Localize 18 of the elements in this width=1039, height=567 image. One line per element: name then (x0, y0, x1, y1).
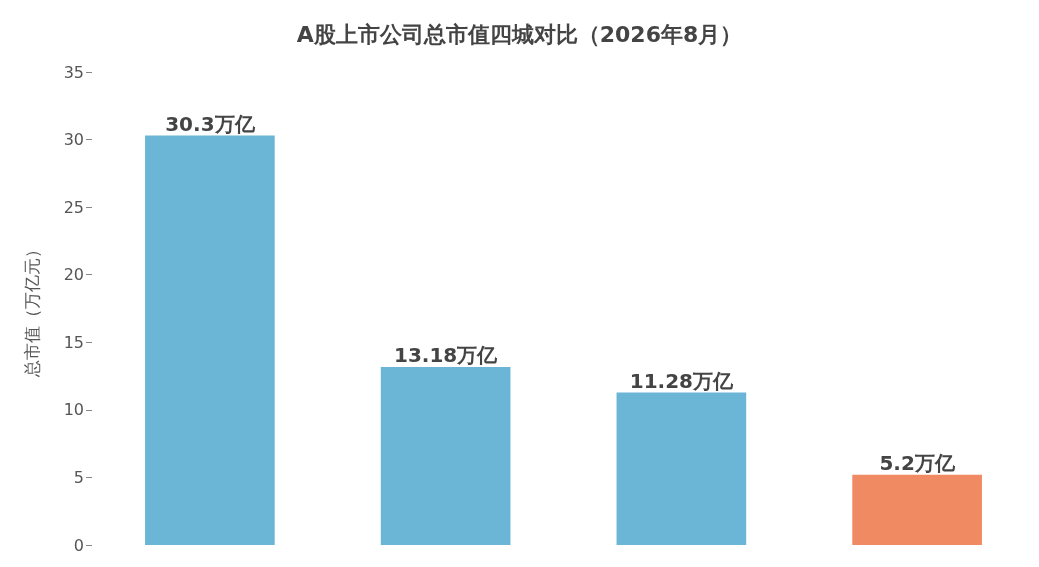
y-tick-label: 35 (63, 62, 84, 82)
y-tick-label: 30 (63, 130, 84, 150)
bar (380, 366, 511, 545)
bar (852, 474, 982, 545)
data-label: 5.2万亿 (879, 450, 956, 475)
y-tick-label: 5 (73, 467, 84, 487)
chart-title: A股上市公司总市值四城对比（2026年8月） (296, 21, 743, 47)
data-label: 13.18万亿 (393, 342, 499, 367)
bar (616, 392, 747, 545)
y-tick-label: 25 (63, 197, 84, 217)
y-tick-label: 20 (63, 265, 84, 285)
data-label: 11.28万亿 (629, 368, 734, 393)
data-label: 30.3万亿 (165, 111, 256, 136)
y-tick-label: 0 (73, 535, 84, 555)
y-axis-title: 总市值（万亿元） (21, 240, 42, 378)
bar (145, 135, 275, 545)
y-tick-label: 10 (63, 400, 84, 420)
y-tick-label: 15 (63, 332, 84, 352)
